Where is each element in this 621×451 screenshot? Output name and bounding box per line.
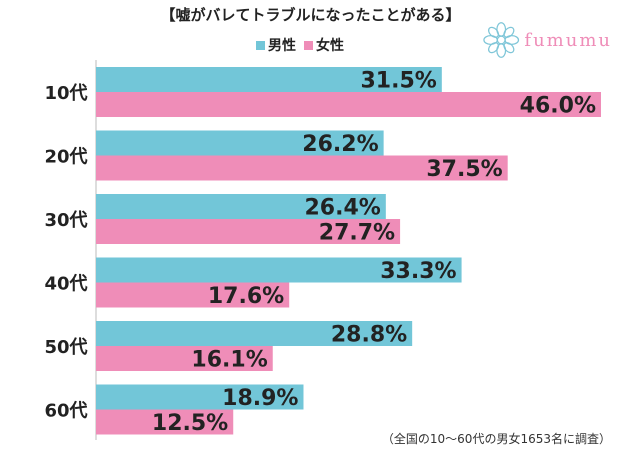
- chart-title: 【嘘がバレてトラブルになったことがある】: [160, 6, 461, 24]
- data-label: 31.5%: [360, 69, 436, 94]
- legend-label-female: 女性: [316, 38, 344, 54]
- bar: [96, 282, 290, 308]
- bar: [96, 321, 413, 346]
- logo-text: fumumu: [524, 29, 612, 51]
- category-label: 50代: [44, 337, 87, 358]
- bar: [96, 130, 384, 156]
- data-label: 17.6%: [208, 284, 284, 309]
- bar: [96, 257, 462, 283]
- data-label: 16.1%: [191, 348, 267, 373]
- flower-icon: [483, 22, 520, 58]
- bar: [96, 194, 386, 219]
- legend-item-female: 女性: [304, 35, 344, 55]
- bar: [96, 384, 304, 410]
- legend-item-male: 男性: [256, 35, 296, 55]
- category-label: 30代: [44, 210, 87, 231]
- category-label: 20代: [44, 147, 87, 168]
- data-label: 26.2%: [302, 132, 378, 157]
- data-label: 46.0%: [520, 94, 596, 119]
- data-label: 27.7%: [319, 221, 395, 246]
- legend-label-male: 男性: [268, 38, 296, 54]
- category-label: 60代: [44, 401, 87, 422]
- footnote: （全国の10〜60代の男女1653名に調査）: [381, 432, 611, 446]
- data-label: 33.3%: [380, 259, 456, 284]
- legend: 男性 女性: [256, 34, 344, 56]
- bar: [96, 346, 273, 371]
- data-label: 12.5%: [152, 411, 228, 436]
- data-label: 37.5%: [426, 157, 502, 182]
- legend-swatch-male: [256, 40, 265, 50]
- category-label: 40代: [44, 274, 87, 295]
- data-label: 28.8%: [331, 323, 407, 348]
- bar: [96, 67, 442, 92]
- bar: [96, 92, 601, 117]
- category-label: 10代: [44, 83, 87, 104]
- bar: [96, 219, 401, 244]
- data-label: 18.9%: [222, 386, 298, 411]
- legend-swatch-female: [304, 40, 313, 50]
- bar: [96, 409, 234, 435]
- bar: [96, 155, 508, 181]
- data-label: 26.4%: [304, 196, 380, 221]
- logo: fumumu: [482, 20, 612, 60]
